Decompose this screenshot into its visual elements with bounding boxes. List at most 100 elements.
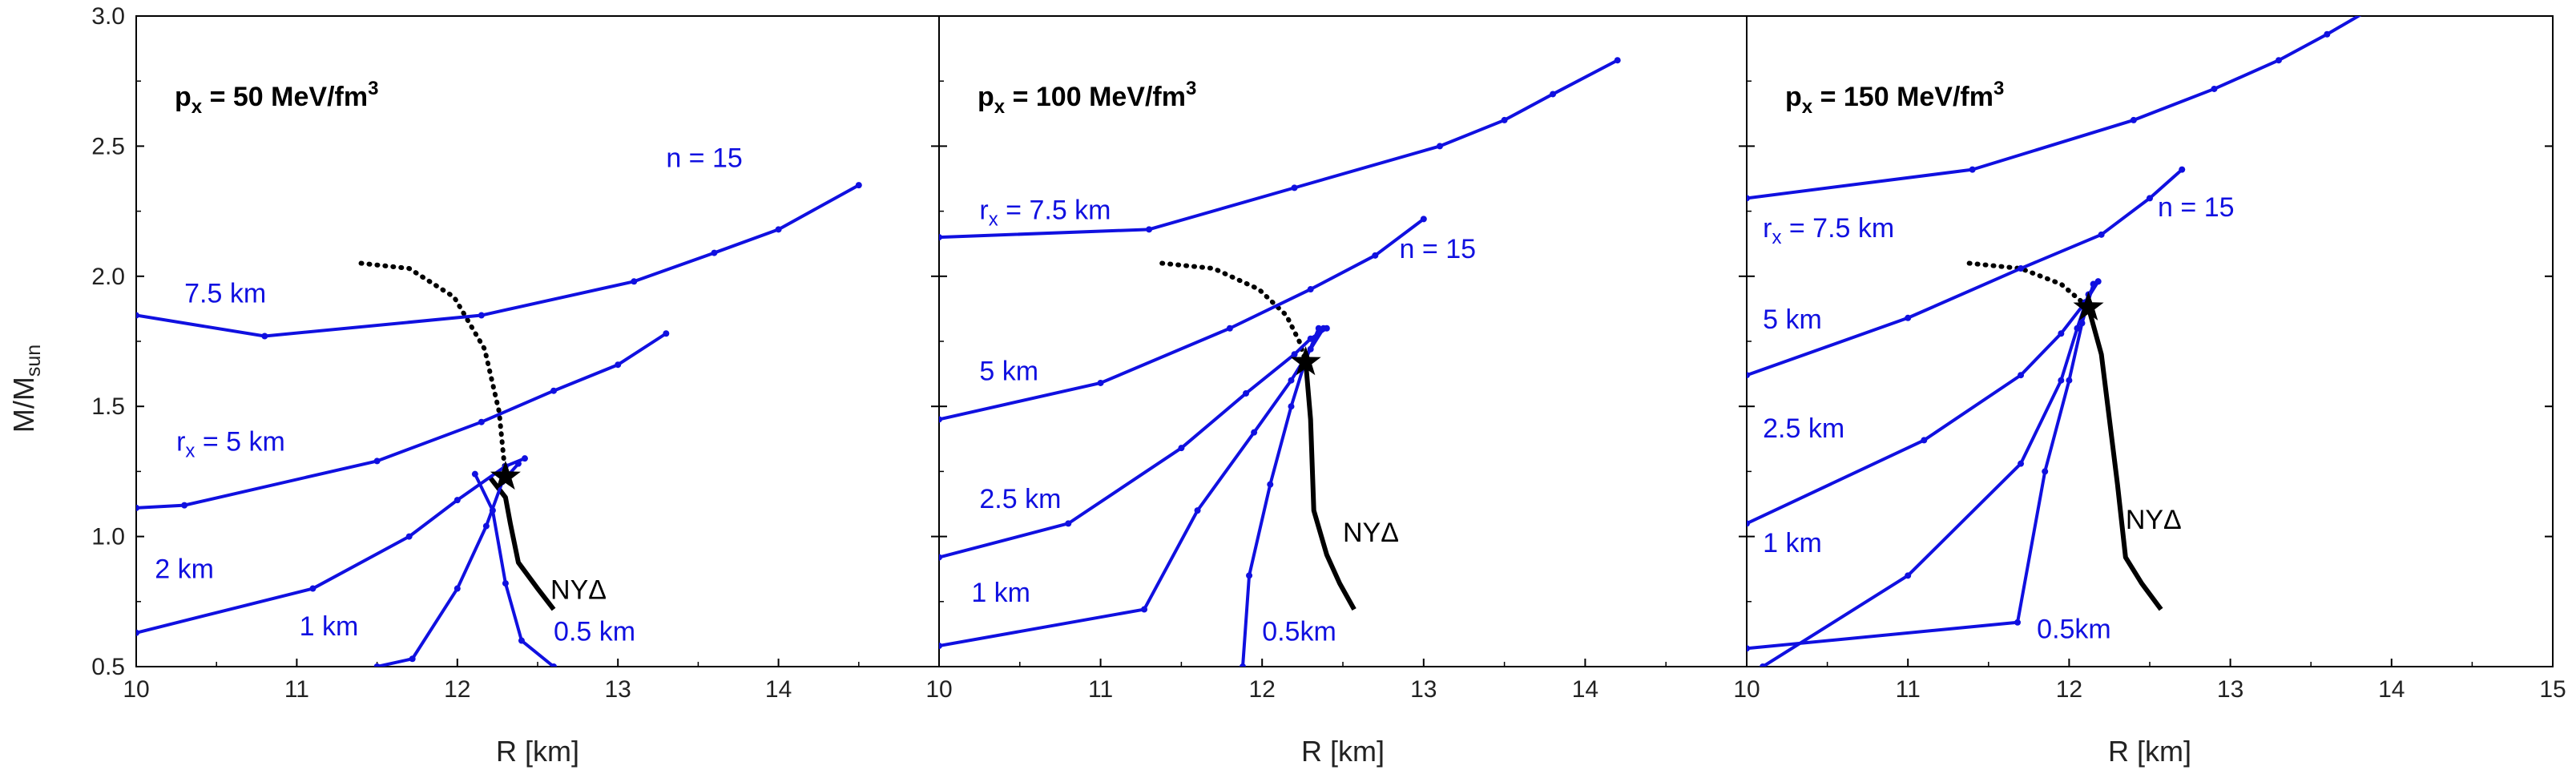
panel-title: px = 100 MeV/fm3 — [978, 78, 1196, 118]
data-point — [2324, 30, 2331, 38]
data-point — [1291, 184, 1298, 191]
data-point — [1436, 143, 1443, 150]
series-label: 0.5km — [1262, 617, 1336, 647]
x-tick-label: 14 — [765, 676, 792, 703]
data-point — [373, 458, 381, 465]
x-tick-label: 14 — [2378, 676, 2405, 703]
data-point — [1291, 351, 1298, 358]
series-label: rx = 5 km — [176, 426, 285, 462]
data-point — [1315, 325, 1322, 332]
data-point — [1905, 572, 1912, 579]
data-point — [663, 330, 670, 337]
x-tick-label: 15 — [2539, 676, 2566, 703]
data-point — [550, 387, 558, 394]
star-marker — [2073, 291, 2104, 320]
n-label: n = 15 — [666, 143, 742, 173]
data-point — [1747, 520, 1750, 527]
series-line — [136, 457, 526, 635]
ny-delta-dotted-line — [1966, 260, 2091, 310]
data-point — [2066, 377, 2073, 384]
data-point — [1307, 345, 1314, 353]
y-tick-label: 1.5 — [91, 393, 125, 420]
x-axis-label: R [km] — [1301, 735, 1385, 768]
data-point — [518, 637, 525, 644]
data-point — [1288, 377, 1295, 384]
data-point — [309, 585, 316, 592]
data-point — [2364, 8, 2371, 14]
n-label: n = 15 — [1400, 234, 1476, 264]
data-point — [2147, 195, 2153, 202]
x-tick-label: 11 — [284, 676, 309, 703]
data-point — [2179, 166, 2186, 173]
x-tick-label: 12 — [2056, 676, 2082, 703]
series-line — [136, 183, 860, 338]
data-point — [1614, 57, 1621, 64]
x-tick-label: 14 — [1572, 676, 1598, 703]
series-label: 5 km — [979, 357, 1038, 387]
data-point — [2275, 57, 2282, 64]
panel-2: 10 11 12 13 14 R [km] 0.5km 1 km 2.5 km 5 km rx = … — [925, 15, 1748, 768]
data-point — [136, 312, 139, 319]
shared-labels: M/Msun — [7, 345, 45, 433]
data-point — [454, 497, 461, 504]
series-label: rx = 7.5 km — [1763, 213, 1894, 248]
data-point — [939, 416, 942, 423]
series-line — [474, 473, 555, 667]
data-point — [1969, 166, 1976, 173]
series-line — [136, 332, 667, 510]
x-tick-label: 11 — [1896, 676, 1921, 703]
panel-title: px = 150 MeV/fm3 — [1785, 78, 2004, 118]
ny-delta-solid-line — [487, 475, 556, 611]
data-point — [1097, 379, 1104, 386]
series-line — [1762, 280, 2100, 667]
data-point — [1251, 429, 1258, 436]
data-point — [136, 629, 139, 636]
data-point — [1307, 286, 1314, 293]
data-point — [1243, 389, 1250, 397]
data-point — [2094, 278, 2102, 285]
series-label: 5 km — [1763, 304, 1822, 335]
x-tick-label: 10 — [1733, 676, 1760, 703]
data-point — [2018, 265, 2025, 272]
y-tick-label: 0.5 — [91, 654, 125, 680]
data-point — [1747, 195, 1750, 202]
data-point — [775, 226, 782, 233]
y-tick-label: 1.0 — [91, 524, 125, 550]
data-point — [1178, 445, 1185, 452]
data-point — [261, 333, 268, 340]
series-line — [377, 462, 520, 667]
data-point — [478, 312, 485, 319]
data-point — [521, 455, 528, 462]
series-label: 1 km — [1763, 528, 1822, 558]
data-point — [478, 418, 485, 425]
data-point — [2211, 85, 2218, 92]
ny-delta-solid-line — [2086, 306, 2163, 611]
data-point — [1267, 481, 1274, 488]
star-marker — [1290, 346, 1321, 376]
y-tick-label: 2.0 — [91, 264, 125, 290]
data-point — [1146, 226, 1153, 233]
y-tick-label: 2.5 — [91, 133, 125, 159]
n-label: n = 15 — [2158, 192, 2234, 223]
x-tick-label: 12 — [1249, 676, 1276, 703]
data-point — [1141, 606, 1148, 613]
x-tick-label: 13 — [2217, 676, 2243, 703]
plot-frame — [938, 15, 1748, 667]
data-point — [1323, 325, 1330, 332]
data-point — [2058, 377, 2065, 384]
data-point — [405, 533, 413, 540]
data-point — [1501, 116, 1508, 123]
data-point — [1905, 314, 1912, 321]
ny-delta-dotted-line — [1159, 260, 1308, 365]
data-point — [502, 580, 509, 587]
series-label: 2.5 km — [1763, 413, 1844, 444]
data-point — [939, 554, 942, 561]
data-point — [939, 643, 942, 650]
panel-1: 10 11 12 13 14 R [km] 0.5 1.0 1.5 2.0 2.5 3.0 0.5 km… — [91, 3, 940, 768]
x-tick-label: 13 — [605, 676, 631, 703]
x-tick-label: 10 — [925, 676, 952, 703]
data-point — [1760, 663, 1767, 667]
plot-frame — [135, 15, 940, 667]
data-point — [939, 234, 942, 241]
